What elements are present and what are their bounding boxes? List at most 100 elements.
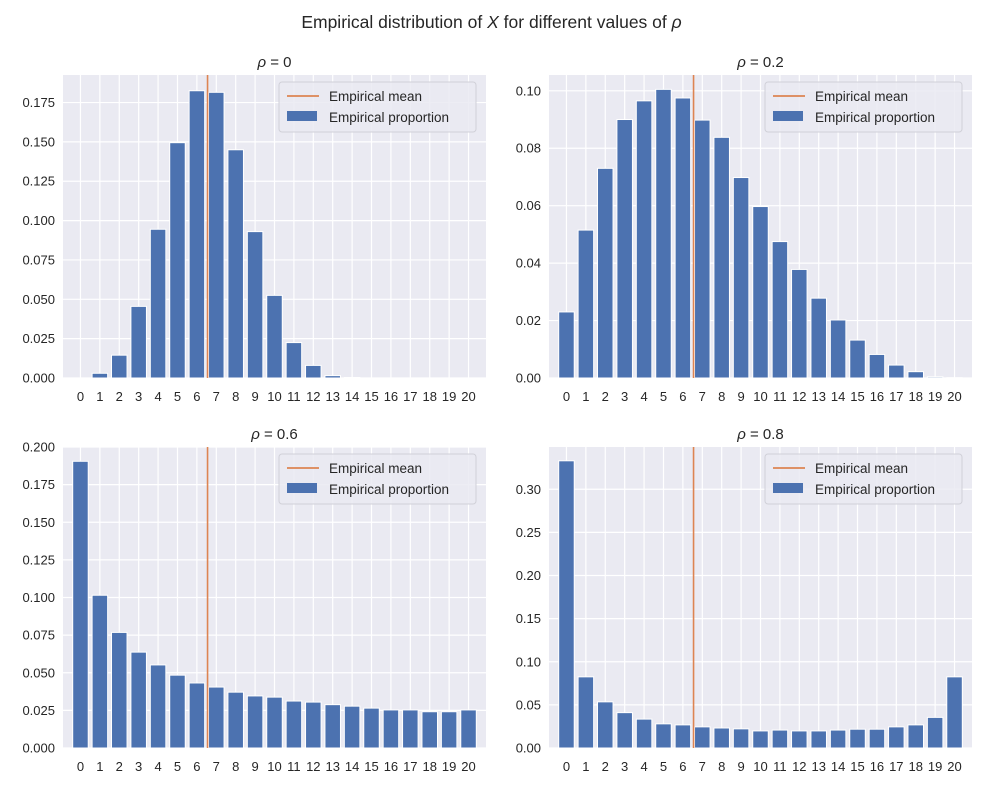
- bar-5: [655, 723, 672, 749]
- bar-7: [694, 119, 711, 379]
- bar-3: [616, 712, 633, 749]
- x-tick-label: 10: [267, 759, 281, 774]
- y-tick-label: 0.025: [22, 331, 55, 346]
- legend-proportion-swatch: [287, 483, 317, 493]
- legend-box: [764, 81, 963, 133]
- x-tick-label: 7: [213, 389, 220, 404]
- bar-9: [732, 177, 750, 379]
- x-tick-label: 11: [773, 389, 787, 404]
- bar-17: [888, 726, 905, 749]
- y-tick-label: 0.150: [22, 515, 55, 530]
- bars: [558, 88, 963, 379]
- bar-17: [888, 364, 905, 379]
- x-tick-label: 10: [753, 759, 767, 774]
- x-tick-label: 14: [831, 759, 845, 774]
- x-tick-label: 16: [870, 389, 884, 404]
- x-tick-label: 3: [621, 389, 628, 404]
- x-tick-label: 14: [345, 389, 359, 404]
- x-tick-label: 6: [193, 389, 200, 404]
- bar-12: [791, 730, 808, 749]
- x-tick-label: 11: [287, 759, 301, 774]
- bar-17: [402, 709, 419, 749]
- x-tick-label: 19: [928, 389, 942, 404]
- legend-proportion-swatch: [773, 483, 803, 493]
- x-tick-label: 12: [306, 389, 320, 404]
- x-tick-label: 9: [737, 759, 744, 774]
- bar-1: [577, 676, 595, 749]
- subplot-title: ρ = 0.6: [250, 426, 298, 443]
- x-tick-label: 2: [116, 759, 123, 774]
- x-tick-label: 13: [811, 389, 825, 404]
- x-tick-label: 2: [602, 389, 609, 404]
- bar-6: [674, 97, 692, 379]
- subplot-0: 0.000 0.025 0.050 0.075 0.100 0.125 0.150 0.175…: [22, 54, 486, 404]
- x-tick-label: 20: [947, 389, 961, 404]
- y-tick-label: 0.200: [22, 440, 55, 455]
- bar-15: [849, 728, 866, 749]
- subplots: 0.0000.0250.0500.0750.1000.1250.1500.175…: [22, 54, 972, 774]
- y-tick-label: 0.30: [516, 482, 541, 497]
- y-tick-label: 0.100: [22, 213, 55, 228]
- bar-16: [868, 353, 886, 379]
- x-tick-label: 4: [640, 759, 647, 774]
- bar-16: [868, 728, 886, 749]
- x-tick-label: 9: [251, 389, 258, 404]
- x-tick-label: 0: [563, 389, 570, 404]
- x-tick-label: 19: [442, 389, 456, 404]
- legend-box: [764, 453, 963, 505]
- y-tick-label: 0.050: [22, 292, 55, 307]
- bar-20: [946, 676, 963, 749]
- bar-1: [91, 372, 109, 379]
- bar-5: [655, 88, 672, 379]
- x-tick-label: 0: [563, 759, 570, 774]
- bar-8: [713, 727, 730, 749]
- legend: Empirical mean Empirical proportion: [278, 453, 477, 505]
- legend-box: [278, 81, 477, 133]
- x-tick-label: 9: [737, 389, 744, 404]
- bar-2: [111, 631, 128, 749]
- y-tick-label: 0.150: [22, 134, 55, 149]
- y-tick-label: 0.125: [22, 174, 55, 189]
- x-tick-label: 4: [154, 759, 161, 774]
- bar-12: [791, 268, 808, 379]
- bar-6: [674, 724, 692, 749]
- bar-13: [324, 704, 341, 749]
- y-tick-label: 0.025: [22, 703, 55, 718]
- x-tick-label: 5: [660, 759, 667, 774]
- x-tick-label: 7: [213, 759, 220, 774]
- x-tick-label: 16: [870, 759, 884, 774]
- bar-7: [208, 91, 225, 379]
- x-tick-label: 20: [461, 759, 475, 774]
- legend-entry-proportion: Empirical proportion: [815, 110, 935, 125]
- y-tick-label: 0.25: [516, 525, 541, 540]
- x-tick-label: 17: [889, 759, 903, 774]
- x-tick-label: 4: [640, 389, 647, 404]
- x-tick-label: 12: [306, 759, 320, 774]
- x-tick-label: 12: [792, 759, 806, 774]
- bar-15: [849, 339, 866, 379]
- y-tick-label: 0.075: [22, 628, 55, 643]
- x-tick-label: 2: [602, 759, 609, 774]
- y-tick-label: 0.050: [22, 665, 55, 680]
- x-tick-label: 11: [773, 759, 787, 774]
- x-tick-label: 11: [287, 389, 301, 404]
- figure-title: Empirical distribution of X for differen…: [301, 12, 681, 32]
- bar-8: [227, 149, 244, 379]
- legend-box: [278, 453, 477, 505]
- bar-6: [188, 90, 206, 379]
- x-tick-label: 16: [384, 389, 398, 404]
- bar-9: [246, 231, 264, 379]
- x-tick-label: 10: [267, 389, 281, 404]
- x-tick-label: 20: [947, 759, 961, 774]
- bar-1: [91, 594, 109, 749]
- bar-2: [111, 354, 128, 379]
- bar-0: [72, 460, 89, 749]
- x-tick-label: 16: [384, 759, 398, 774]
- bar-9: [246, 695, 264, 749]
- x-tick-label: 18: [422, 759, 436, 774]
- legend-entry-proportion: Empirical proportion: [815, 482, 935, 497]
- legend-entry-mean: Empirical mean: [815, 89, 908, 104]
- legend-proportion-swatch: [773, 111, 803, 121]
- bar-6: [188, 682, 206, 749]
- subplot-title: ρ = 0.8: [736, 426, 784, 443]
